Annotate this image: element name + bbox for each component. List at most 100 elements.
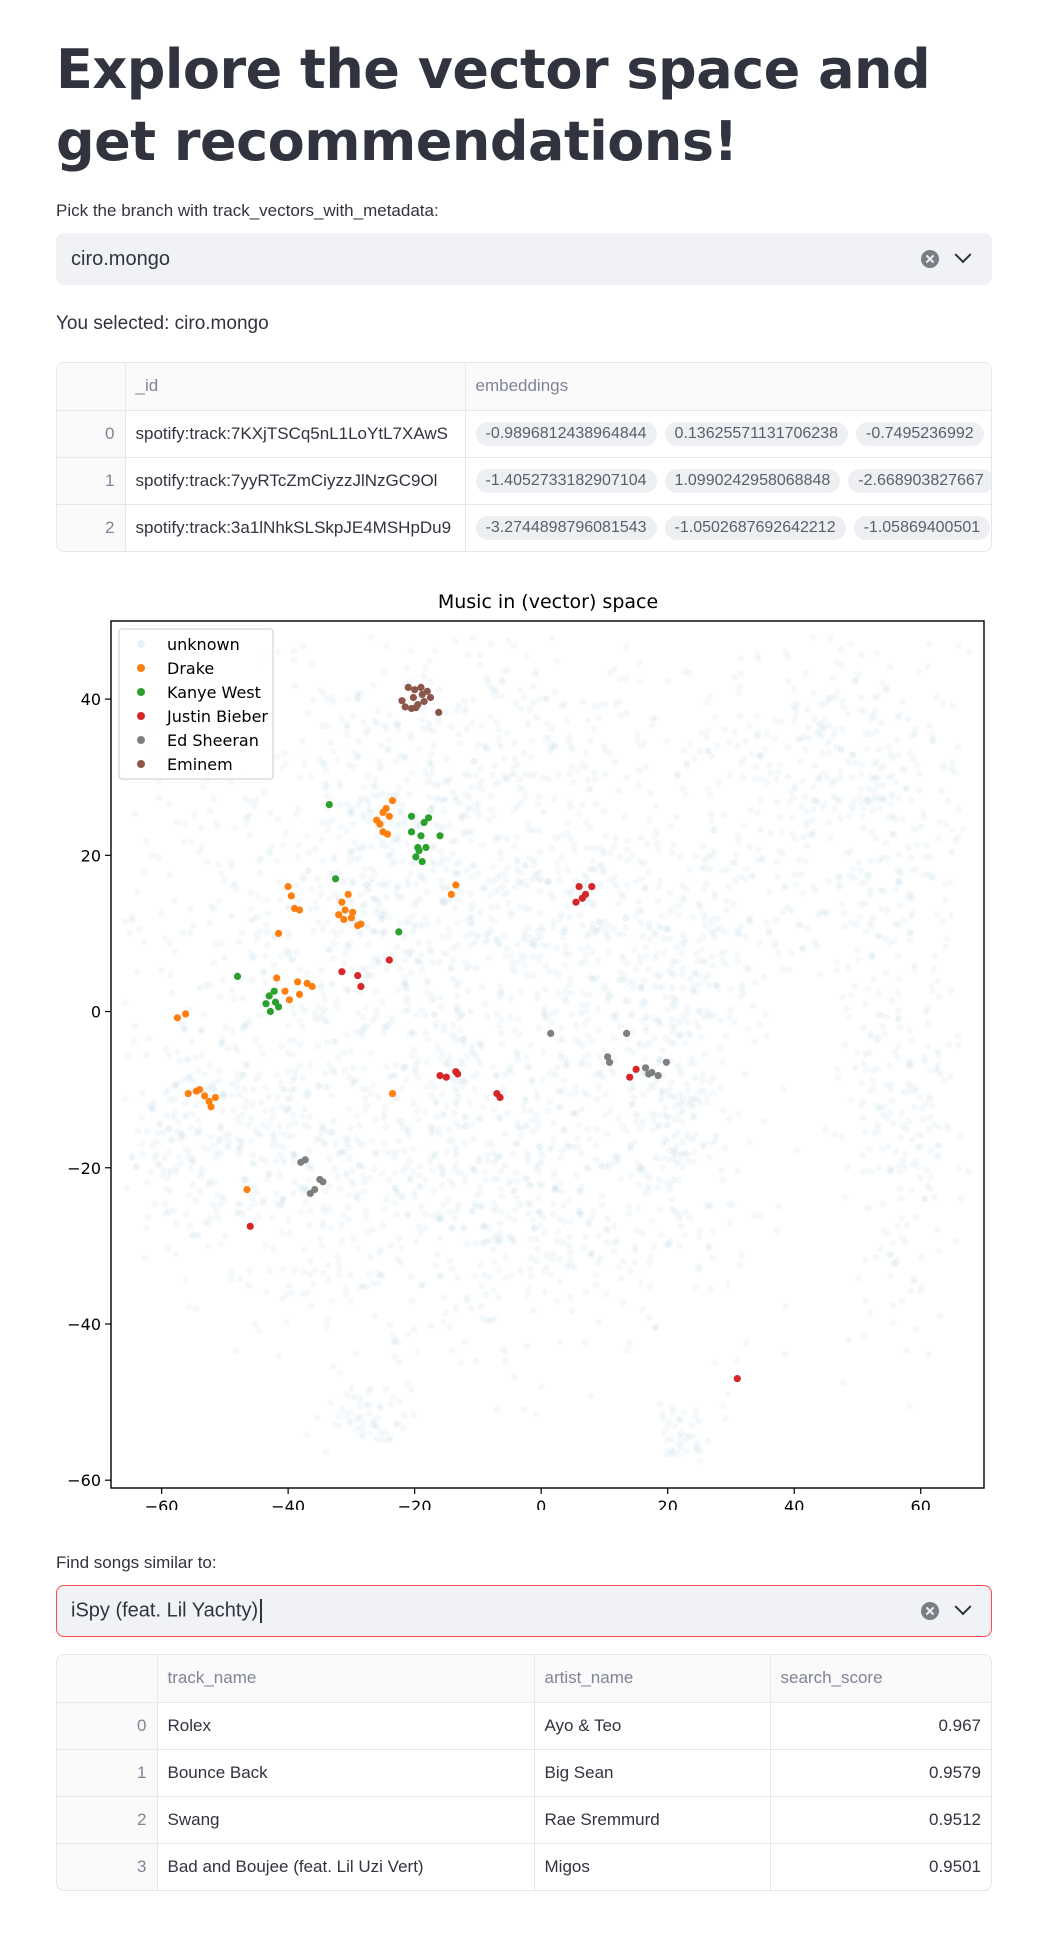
chevron-down-icon[interactable] <box>954 246 972 264</box>
unknown-point <box>489 771 497 779</box>
unknown-point <box>228 986 236 993</box>
unknown-point <box>195 1125 203 1133</box>
unknown-point <box>418 966 426 974</box>
unknown-point <box>415 1116 423 1124</box>
unknown-point <box>875 989 882 997</box>
unknown-point <box>678 949 686 957</box>
unknown-point <box>177 1159 185 1167</box>
unknown-point <box>622 923 630 931</box>
track-name-cell[interactable]: Rolex <box>157 1702 535 1750</box>
unknown-point <box>869 1067 876 1075</box>
unknown-point <box>283 1095 291 1103</box>
unknown-point <box>529 1127 536 1135</box>
table-row[interactable]: 1 spotify:track:7yyRTcZmCiyzzJlNzGC9Ol -… <box>57 457 991 505</box>
unknown-point <box>578 945 585 953</box>
unknown-point <box>373 954 381 962</box>
unknown-point <box>410 1326 418 1334</box>
unknown-point <box>447 963 455 971</box>
column-header-index[interactable] <box>57 1655 158 1703</box>
column-header-track-name[interactable]: track_name <box>157 1655 535 1703</box>
artist-name-cell[interactable]: Rae Sremmurd <box>534 1796 771 1844</box>
unknown-point <box>706 791 714 799</box>
unknown-point <box>663 1450 671 1458</box>
embeddings-cell[interactable]: -3.2744898796081543 -1.0502687692642212 -1… <box>465 504 991 551</box>
unknown-point <box>594 1232 602 1240</box>
unknown-point <box>361 976 368 984</box>
branch-select[interactable]: ciro.mongo <box>56 233 992 285</box>
search-score-cell[interactable]: 0.9579 <box>770 1749 991 1797</box>
unknown-point <box>933 911 940 919</box>
table-row[interactable]: 0 spotify:track:7KXjTSCq5nL1LoYtL7XAwS -… <box>57 410 991 458</box>
unknown-point <box>433 782 440 790</box>
unknown-point <box>667 1180 675 1188</box>
embeddings-cell[interactable]: -1.4052733182907104 1.0990242958068848 -2.… <box>465 457 991 505</box>
track-id-cell[interactable]: spotify:track:3a1lNhkSLSkpJE4MSHpDu9 <box>125 504 466 551</box>
column-header-id[interactable]: _id <box>125 363 466 411</box>
embeddings-cell[interactable]: -0.9896812438964844 0.13625571131706238 -0… <box>465 410 991 458</box>
column-header-search-score[interactable]: search_score <box>770 1655 991 1703</box>
clear-icon[interactable] <box>921 1602 939 1620</box>
unknown-point <box>276 896 284 904</box>
unknown-point <box>944 797 952 805</box>
unknown-point <box>658 1409 666 1417</box>
track-name-cell[interactable]: Bad and Boujee (feat. Lil Uzi Vert) <box>157 1843 535 1890</box>
unknown-point <box>666 1186 674 1194</box>
search-score-cell[interactable]: 0.9501 <box>929 1856 981 1876</box>
track-id-cell[interactable]: spotify:track:7yyRTcZmCiyzzJlNzGC9Ol <box>125 457 466 505</box>
results-table[interactable]: track_name artist_name search_score 0 Ro… <box>56 1654 992 1891</box>
unknown-point <box>285 1282 293 1290</box>
track-name-cell[interactable]: Swang <box>157 1796 535 1844</box>
unknown-point <box>385 1436 393 1444</box>
unknown-point <box>440 1318 448 1326</box>
unknown-point <box>167 1137 175 1145</box>
unknown-point <box>492 833 500 841</box>
column-header-artist-name[interactable]: artist_name <box>534 1655 771 1703</box>
unknown-point <box>836 796 844 804</box>
song-search-select[interactable]: iSpy (feat. Lil Yachty) <box>56 1585 992 1637</box>
unknown-point <box>568 763 575 771</box>
unknown-point <box>537 952 545 960</box>
table-row[interactable]: 2 spotify:track:3a1lNhkSLSkpJE4MSHpDu9 -… <box>57 504 991 551</box>
unknown-point <box>348 1385 356 1393</box>
clear-icon[interactable] <box>921 250 939 268</box>
unknown-point <box>482 1238 490 1246</box>
unknown-point <box>722 960 730 968</box>
unknown-point <box>168 989 176 996</box>
unknown-point <box>933 1153 941 1161</box>
table-row[interactable]: 1 Bounce Back Big Sean 0.9579 <box>57 1749 991 1797</box>
unknown-point <box>213 1191 220 1199</box>
artist-name-cell[interactable]: Ayo & Teo <box>534 1702 771 1750</box>
column-header-index[interactable] <box>57 363 126 411</box>
unknown-point <box>142 1224 150 1232</box>
unknown-point <box>860 824 867 832</box>
unknown-point <box>452 1160 460 1168</box>
unknown-point <box>214 1213 222 1221</box>
column-header-embeddings[interactable]: embeddings <box>465 363 991 411</box>
song-search-input[interactable]: iSpy (feat. Lil Yachty) <box>71 1599 921 1623</box>
search-score-cell[interactable]: 0.9512 <box>770 1796 991 1844</box>
table-row[interactable]: 3 Bad and Boujee (feat. Lil Uzi Vert) Mi… <box>57 1843 991 1890</box>
artist-name-cell[interactable]: Migos <box>534 1843 771 1890</box>
unknown-point <box>246 949 254 957</box>
unknown-point <box>343 1169 351 1177</box>
table-row[interactable]: 0 Rolex Ayo & Teo 0.967 <box>57 1702 991 1750</box>
unknown-point <box>300 1268 307 1276</box>
unknown-point <box>512 959 520 967</box>
unknown-point <box>602 929 610 937</box>
unknown-point <box>397 1194 405 1202</box>
unknown-point <box>857 770 865 778</box>
track-name-cell[interactable]: Bounce Back <box>157 1749 535 1797</box>
unknown-point <box>280 1159 288 1167</box>
table-row[interactable]: 2 Swang Rae Sremmurd 0.9512 <box>57 1796 991 1844</box>
chevron-down-icon[interactable] <box>954 1598 972 1616</box>
unknown-point <box>330 1038 338 1046</box>
unknown-point <box>938 917 946 925</box>
unknown-point <box>391 1199 399 1207</box>
unknown-point <box>472 771 480 779</box>
unknown-point <box>857 866 865 874</box>
artist-name-cell[interactable]: Big Sean <box>534 1749 771 1797</box>
search-score-cell[interactable]: 0.967 <box>770 1702 991 1750</box>
vectors-table[interactable]: _id embeddings 0 spotify:track:7KXjTSCq5… <box>56 362 992 552</box>
unknown-point <box>539 926 547 934</box>
track-id-cell[interactable]: spotify:track:7KXjTSCq5nL1LoYtL7XAwS <box>125 410 466 458</box>
